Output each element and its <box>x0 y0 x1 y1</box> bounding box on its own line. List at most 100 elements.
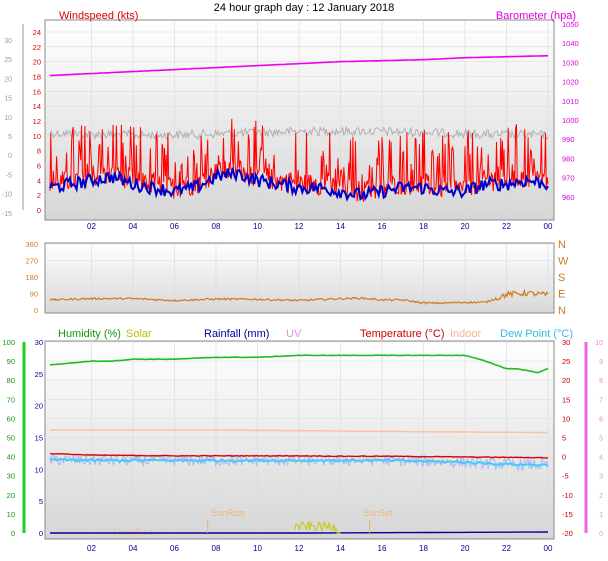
temp-tick: 5 <box>562 434 566 443</box>
wind-outer-tick: 5 <box>8 134 12 141</box>
wind-x-tick: 02 <box>87 222 96 231</box>
rain-tick: 5 <box>39 497 43 506</box>
humidity-tick: 100 <box>2 338 15 347</box>
wind-average-line <box>49 166 549 202</box>
wind-left-tick: 4 <box>37 176 41 185</box>
dir-left-tick: 90 <box>30 290 38 299</box>
wind-left-tick: 12 <box>33 117 41 126</box>
temp-tick: -10 <box>562 491 573 500</box>
rain-title: Rainfall (mm) <box>204 328 269 340</box>
wind-left-tick: 10 <box>33 132 41 141</box>
wind-x-tick: 22 <box>502 222 511 231</box>
baro-tick: 1030 <box>562 58 579 67</box>
wind-left-tick: 6 <box>37 162 41 171</box>
humidity-tick: 90 <box>7 357 15 366</box>
baro-tick: 960 <box>562 193 575 202</box>
wind-left-tick: 24 <box>33 28 41 37</box>
multi-x-tick: 02 <box>87 544 96 553</box>
multi-panel-bg <box>44 340 555 540</box>
temp-tick: 20 <box>562 376 570 385</box>
humidity-tick: 20 <box>7 491 15 500</box>
temp-tick: 10 <box>562 414 570 423</box>
uv-title: UV <box>286 328 302 340</box>
multi-x-tick: 00 <box>544 544 553 553</box>
uv-tick: 4 <box>599 455 603 462</box>
wind-x-tick: 18 <box>419 222 428 231</box>
rain-tick: 25 <box>35 370 43 379</box>
wind-outer-tick: 15 <box>4 96 12 103</box>
barometer-line <box>49 54 549 77</box>
multi-x-tick: 08 <box>212 544 221 553</box>
baro-tick: 1020 <box>562 78 579 87</box>
indoor-line <box>50 429 548 434</box>
humidity-title: Humidity (%) <box>58 328 121 340</box>
multi-x-tick: 12 <box>295 544 304 553</box>
wind-left-tick: 2 <box>37 191 41 200</box>
humidity-tick: 0 <box>11 529 15 538</box>
baro-tick: 1050 <box>562 20 579 29</box>
wind-outer-tick: 30 <box>4 38 12 45</box>
multi-x-tick: 18 <box>419 544 428 553</box>
temp-tick: 25 <box>562 357 570 366</box>
humidity-tick: 40 <box>7 453 15 462</box>
uv-tick: 9 <box>599 359 603 366</box>
dir-left-tick: 270 <box>25 257 38 266</box>
wind-outer-tick: 20 <box>4 76 12 83</box>
wind-left-tick: 16 <box>33 87 41 96</box>
rain-tick: 20 <box>35 402 43 411</box>
rain-tick: 15 <box>35 434 43 443</box>
series-layer <box>49 54 549 534</box>
multi-x-tick: 20 <box>461 544 470 553</box>
uv-tick: 7 <box>599 397 603 404</box>
gray-wind-series-line <box>49 125 549 141</box>
humidity-tick: 80 <box>7 376 15 385</box>
dir-left-tick: 360 <box>25 240 38 249</box>
multi-x-tick: 10 <box>253 544 262 553</box>
wind-left-title: Windspeed (kts) <box>59 10 138 22</box>
dir-right-tick: N <box>558 305 566 317</box>
temp-tick: 0 <box>562 453 566 462</box>
dir-right-tick: W <box>558 256 569 268</box>
wind-x-tick: 16 <box>378 222 387 231</box>
dew-title: Dew Point (°C) <box>500 328 573 340</box>
uv-tick: 1 <box>599 512 603 519</box>
sunset-label: SunSet <box>363 508 393 518</box>
multi-x-tick: 16 <box>378 544 387 553</box>
temp-tick: 30 <box>562 338 570 347</box>
wind-left-tick: 18 <box>33 73 41 82</box>
wind-gust-line <box>49 118 549 202</box>
wind-x-tick: 06 <box>170 222 179 231</box>
wind-right-title: Barometer (hpa) <box>496 10 576 22</box>
uv-tick: 6 <box>599 416 603 423</box>
rain-tick: 30 <box>35 338 43 347</box>
rain-tick: 10 <box>35 465 43 474</box>
multi-x-tick: 06 <box>170 544 179 553</box>
baro-tick: 1000 <box>562 116 579 125</box>
wind-left-tick: 22 <box>33 43 41 52</box>
wind-x-tick: 08 <box>212 222 221 231</box>
uv-tick: 2 <box>599 493 603 500</box>
wind-left-tick: 14 <box>33 102 41 111</box>
rain-tick: 0 <box>39 529 43 538</box>
wind-outer-tick: -10 <box>2 192 12 199</box>
baro-tick: 990 <box>562 135 575 144</box>
dir-right-tick: N <box>558 239 566 251</box>
wind-x-tick: 14 <box>336 222 345 231</box>
sunrise-label: SunRise <box>211 508 245 518</box>
uv-tick: 10 <box>595 340 603 347</box>
wind-x-tick: 04 <box>129 222 138 231</box>
direction-panel-bg <box>44 242 555 314</box>
humidity-tick: 50 <box>7 434 15 443</box>
wind-direction-line <box>49 288 549 305</box>
indoor-title: Indoor <box>450 328 482 340</box>
multi-x-tick: 22 <box>502 544 511 553</box>
wind-outer-tick: -5 <box>6 172 12 179</box>
wind-outer-tick: 0 <box>8 153 12 160</box>
humidity-tick: 70 <box>7 395 15 404</box>
solar-title: Solar <box>126 328 152 340</box>
uv-tick: 8 <box>599 378 603 385</box>
wind-x-tick: 20 <box>461 222 470 231</box>
wind-left-tick: 8 <box>37 147 41 156</box>
baro-tick: 1010 <box>562 97 579 106</box>
uv-tick: 5 <box>599 436 603 443</box>
